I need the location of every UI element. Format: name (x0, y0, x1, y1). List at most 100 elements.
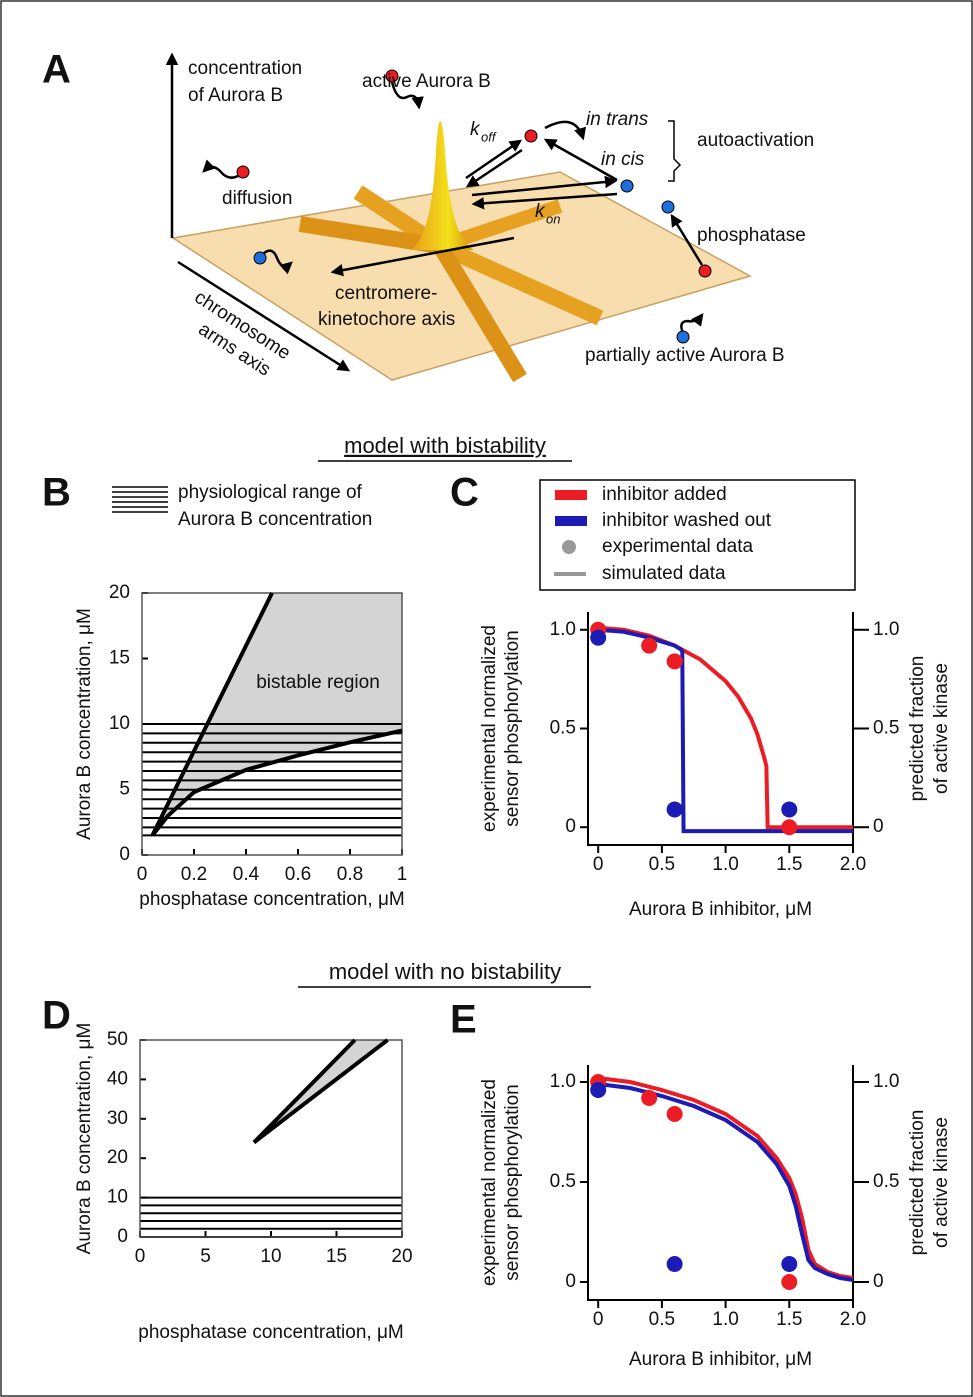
panel-label: B (42, 471, 71, 515)
x-axis-label: Aurora B inhibitor, μM (629, 1349, 812, 1370)
y-tick-label: 1.0 (550, 619, 576, 640)
region-fill (152, 593, 402, 836)
y-tick-label: 50 (107, 1029, 128, 1050)
x-tick-label: 10 (260, 1246, 281, 1267)
y-tick-label: 20 (109, 582, 130, 603)
x-tick-label: 2.0 (840, 854, 866, 875)
data-point (666, 1256, 683, 1272)
x-tick-label: 0.5 (649, 854, 675, 875)
y-tick-label: 5 (119, 779, 130, 800)
y2-axis-label: of active kinase (931, 663, 952, 794)
axis-label: concentration (188, 58, 302, 79)
legend-label: inhibitor added (602, 484, 727, 505)
y-tick-label: 40 (107, 1068, 128, 1089)
y-axis-label: experimental normalized (479, 625, 500, 832)
y-tick-label: 0 (565, 816, 576, 837)
axis-line (587, 612, 854, 846)
x-tick-label: 0.5 (649, 1309, 675, 1330)
simulated-curve (598, 625, 853, 830)
x-tick-label: 0.2 (181, 864, 207, 885)
y-axis-label: sensor phosphorylation (502, 1084, 523, 1280)
x-tick-label: 2.0 (840, 1309, 866, 1330)
x-tick-label: 20 (391, 1246, 412, 1267)
y-tick-label: 1.0 (550, 1071, 576, 1092)
x-tick-label: 0 (137, 864, 148, 885)
boundary-line (150, 728, 403, 837)
x-tick-label: 0.4 (233, 864, 260, 885)
y-tick-label: 0.5 (550, 1171, 576, 1192)
data-point (590, 629, 607, 646)
legend-swatch (555, 490, 587, 500)
y-tick-label: 10 (107, 1187, 128, 1208)
panel-a-diagram (165, 52, 752, 383)
panel-label: C (450, 471, 479, 515)
x-tick-label: 1 (397, 864, 408, 885)
y-tick-label: 0 (117, 1226, 128, 1247)
panel-label: A (42, 48, 71, 92)
simulated-curve (597, 1076, 854, 1280)
y-axis-label: Aurora B concentration, μM (74, 1023, 95, 1255)
simulated-curve (598, 627, 853, 834)
data-point (781, 819, 798, 836)
label: autoactivation (697, 130, 814, 151)
panel-label: D (42, 994, 71, 1038)
y2-axis-label: predicted fraction (907, 656, 928, 802)
section-title: model with bistability (344, 433, 546, 458)
y2-tick-label: 0.5 (873, 1171, 899, 1192)
y-tick-label: 10 (109, 713, 130, 734)
section-title: model with no bistability (329, 959, 561, 984)
data-point (666, 653, 683, 670)
y2-tick-label: 0.5 (873, 718, 899, 739)
axis-label: of Aurora B (188, 85, 283, 106)
panel-label: E (450, 998, 477, 1042)
x-axis-label: phosphatase concentration, μM (138, 1322, 404, 1343)
y2-tick-label: 0 (873, 1271, 884, 1292)
label: in cis (601, 149, 645, 170)
legend-marker (562, 540, 576, 554)
y2-axis-label: predicted fraction (907, 1110, 928, 1256)
legend-label: simulated data (602, 563, 726, 584)
x-tick-label: 1.0 (712, 854, 738, 875)
x-tick-label: 0.8 (337, 864, 363, 885)
x-tick-label: 1.0 (712, 1309, 738, 1330)
y-tick-label: 30 (107, 1108, 128, 1129)
annotation: bistable region (256, 672, 380, 693)
data-point (781, 1274, 798, 1290)
x-tick-label: 1.5 (776, 1309, 802, 1330)
x-axis-label: Aurora B inhibitor, μM (629, 899, 812, 920)
x-tick-label: 1.5 (776, 854, 802, 875)
label: kinetochore axis (318, 309, 455, 330)
legend-label: Aurora B concentration (178, 509, 372, 530)
legend-box (539, 479, 856, 591)
y-tick-label: 0 (119, 844, 130, 865)
y-axis-label: Aurora B concentration, μM (74, 608, 95, 840)
rate-label: k (535, 201, 546, 222)
y-axis-label: experimental normalized (479, 1079, 500, 1286)
y-tick-label: 15 (109, 648, 130, 669)
data-point (781, 1256, 798, 1272)
boundary-line (252, 1038, 357, 1144)
x-axis-label: phosphatase concentration, μM (139, 889, 405, 910)
label: diffusion (222, 188, 292, 209)
label: partially active Aurora B (585, 345, 785, 366)
y-axis-label: sensor phosphorylation (502, 630, 523, 826)
x-tick-label: 0 (593, 854, 604, 875)
label: active Aurora B (362, 71, 491, 92)
x-tick-label: 0.6 (285, 864, 311, 885)
x-tick-label: 15 (326, 1246, 347, 1267)
simulated-curve (597, 1082, 854, 1282)
rate-subscript: on (546, 211, 560, 226)
rate-subscript: off (481, 129, 497, 144)
legend-swatch (555, 516, 587, 526)
label: in trans (586, 109, 649, 130)
label: phosphatase (697, 225, 806, 246)
x-tick-label: 0 (135, 1246, 146, 1267)
data-point (781, 801, 798, 818)
legend-label: inhibitor washed out (602, 510, 772, 531)
y2-axis-label: of active kinase (931, 1117, 952, 1248)
x-tick-label: 0 (593, 1309, 604, 1330)
y-tick-label: 0.5 (550, 718, 576, 739)
y2-tick-label: 1.0 (873, 619, 899, 640)
